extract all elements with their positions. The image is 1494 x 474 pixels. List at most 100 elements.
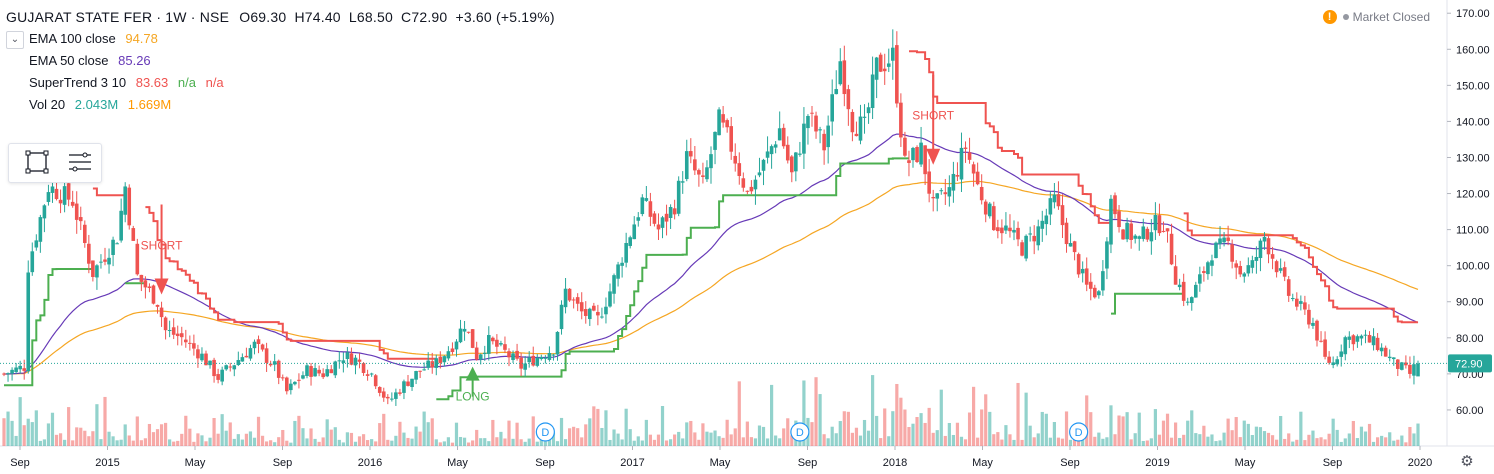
time-tick-label: 2020 — [1408, 457, 1432, 469]
volume-bar — [1060, 438, 1065, 446]
candle-body — [167, 330, 172, 332]
symbol-title[interactable]: GUJARAT STATE FER · 1W · NSE — [6, 9, 230, 25]
candle-body — [1206, 262, 1210, 275]
volume-bar — [325, 419, 329, 446]
candle-body — [664, 213, 669, 222]
candle-body — [1004, 225, 1008, 231]
candle-body — [737, 163, 742, 177]
candle-body — [1379, 347, 1384, 352]
dividend-marker[interactable] — [535, 422, 555, 442]
candle-body — [78, 217, 83, 222]
candle-body — [111, 239, 115, 255]
indicator-name: EMA 100 close — [29, 31, 116, 46]
volume-bar — [46, 423, 51, 446]
volume-bar — [1315, 438, 1319, 446]
candle-body — [499, 343, 503, 345]
candle-body — [862, 116, 867, 118]
candle-body — [386, 396, 390, 399]
volume-bar — [309, 428, 313, 446]
volume-bar — [475, 429, 479, 446]
candle-body — [329, 369, 334, 374]
volume-bar — [1161, 420, 1166, 446]
candle-body — [761, 159, 766, 171]
volume-bar — [858, 435, 863, 446]
candle-body — [325, 369, 329, 377]
volume-bar — [111, 436, 115, 446]
indicator-volume[interactable]: Vol 20 2.043M 1.669M — [29, 94, 559, 116]
volume-bar — [1137, 412, 1141, 446]
candle-body — [612, 275, 616, 294]
volume-bar — [1327, 433, 1331, 446]
volume-bar — [103, 396, 107, 446]
candle-body — [139, 274, 144, 282]
indicator-supertrend[interactable]: SuperTrend 3 10 83.63 n/a n/a — [29, 72, 559, 94]
candle-body — [14, 367, 18, 373]
volume-bar — [79, 427, 83, 446]
gear-icon[interactable]: ⚙ — [1460, 453, 1473, 470]
short-label: SHORT — [141, 239, 183, 253]
candle-body — [341, 360, 346, 364]
candle-body — [495, 339, 499, 347]
candle-body — [705, 167, 709, 180]
volume-bar — [208, 437, 212, 446]
candle-body — [1052, 194, 1057, 203]
volume-bar — [1287, 433, 1291, 446]
candle-body — [895, 45, 899, 104]
candle-body — [321, 373, 325, 378]
chevron-down-icon[interactable]: ⌄ — [6, 31, 24, 49]
candle-body — [640, 197, 645, 215]
volume-bar — [862, 419, 867, 446]
volume-bar — [1210, 434, 1214, 446]
volume-bar — [705, 431, 709, 446]
volume-bar — [2, 418, 6, 446]
candle-body — [1189, 297, 1194, 304]
candle-body — [680, 181, 685, 183]
candle-body — [806, 115, 810, 129]
supertrend-down-line — [909, 50, 1111, 224]
volume-bar — [1129, 439, 1133, 446]
candle-body — [1210, 260, 1214, 266]
volume-bar — [410, 438, 414, 446]
volume-bar — [204, 441, 208, 446]
indicator-ema50[interactable]: EMA 50 close 85.26 — [29, 50, 559, 72]
market-status[interactable]: ! Market Closed — [1322, 10, 1430, 24]
dividend-marker[interactable] — [1069, 422, 1089, 442]
dividend-label: D — [541, 427, 549, 439]
candle-body — [381, 391, 386, 398]
candle-body — [947, 187, 952, 197]
candle-body — [701, 175, 705, 177]
candle-body — [1109, 198, 1113, 245]
volume-bar — [782, 428, 786, 446]
volume-bar — [107, 431, 111, 446]
volume-bar — [563, 439, 568, 446]
volume-bar — [139, 440, 143, 446]
candle-body — [438, 356, 443, 363]
volume-bar — [244, 433, 248, 446]
candle-body — [1153, 215, 1158, 231]
volume-bar — [305, 438, 309, 446]
rectangle-tool-icon[interactable] — [23, 149, 53, 177]
candle-body — [216, 374, 220, 380]
volume-bar — [830, 426, 834, 446]
candle-body — [713, 131, 717, 150]
dividend-marker[interactable] — [790, 422, 810, 442]
candle-body — [450, 348, 455, 352]
candle-body — [1250, 260, 1255, 268]
indicator-ema100[interactable]: ⌄ EMA 100 close 94.78 — [6, 28, 559, 50]
volume-bar — [915, 417, 919, 446]
volume-bar — [1351, 420, 1355, 446]
volume-bar — [685, 422, 689, 446]
volume-bar — [1194, 433, 1198, 446]
candle-body — [155, 304, 160, 307]
volume-bar — [366, 440, 370, 446]
candle-body — [1121, 229, 1125, 240]
volume-bar — [1218, 440, 1222, 446]
lines-menu-icon[interactable] — [65, 149, 95, 177]
volume-bar — [487, 441, 491, 446]
volume-bar — [1283, 438, 1287, 446]
volume-bar — [604, 410, 608, 446]
volume-bar — [664, 440, 669, 446]
volume-bar — [503, 438, 507, 446]
candle-body — [628, 237, 632, 246]
